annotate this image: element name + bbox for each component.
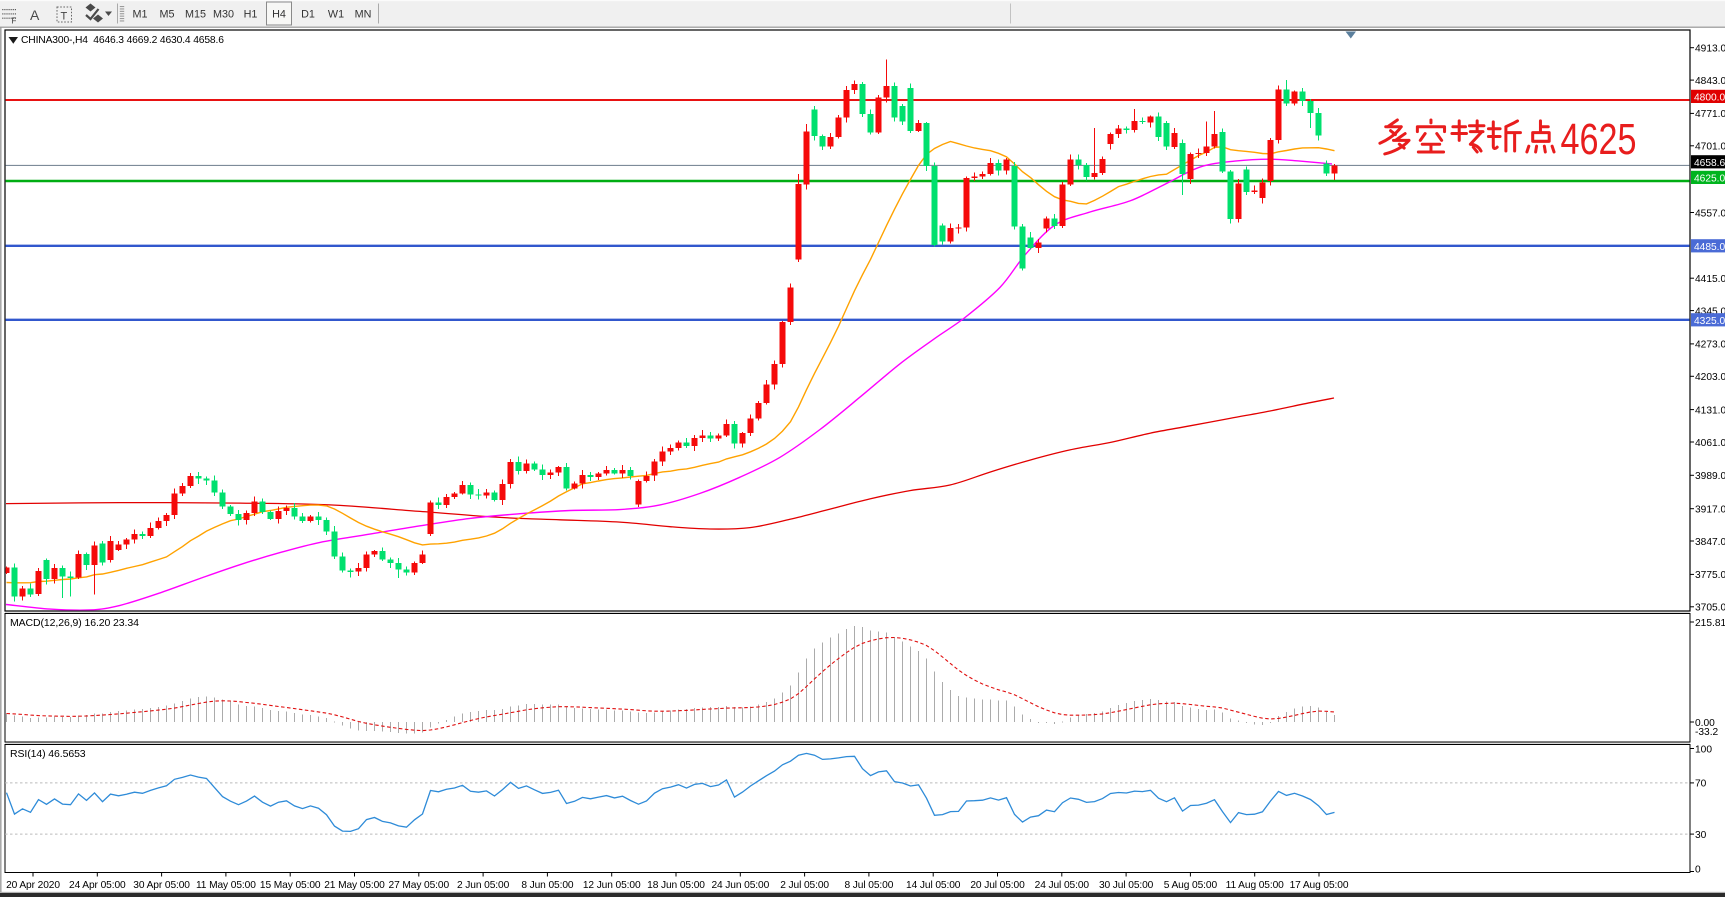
svg-text:H1: H1 <box>244 9 258 21</box>
svg-text:4485.0: 4485.0 <box>1694 242 1725 253</box>
svg-text:4061.0: 4061.0 <box>1695 438 1725 449</box>
svg-text:MN: MN <box>355 9 372 21</box>
svg-text:A: A <box>30 7 40 23</box>
svg-text:5 Aug 05:00: 5 Aug 05:00 <box>1164 880 1218 891</box>
svg-text:4625: 4625 <box>1561 115 1637 164</box>
svg-text:0: 0 <box>1695 865 1701 876</box>
svg-text:D1: D1 <box>301 9 315 21</box>
svg-text:70: 70 <box>1695 779 1707 790</box>
svg-text:M1: M1 <box>133 9 148 21</box>
svg-text:100: 100 <box>1695 744 1712 755</box>
svg-text:215.81: 215.81 <box>1695 618 1725 629</box>
svg-text:20 Jul 05:00: 20 Jul 05:00 <box>970 880 1025 891</box>
svg-text:4843.0: 4843.0 <box>1695 76 1725 87</box>
svg-text:3989.0: 3989.0 <box>1695 471 1725 482</box>
svg-text:4800.0: 4800.0 <box>1694 92 1725 103</box>
svg-text:24 Jul 05:00: 24 Jul 05:00 <box>1035 880 1090 891</box>
svg-text:T: T <box>61 11 68 23</box>
svg-text:M30: M30 <box>213 9 234 21</box>
svg-text:17 Aug 05:00: 17 Aug 05:00 <box>1290 880 1349 891</box>
svg-text:18 Jun 05:00: 18 Jun 05:00 <box>647 880 705 891</box>
svg-text:2 Jul 05:00: 2 Jul 05:00 <box>780 880 829 891</box>
svg-text:4203.0: 4203.0 <box>1695 372 1725 383</box>
svg-text:M5: M5 <box>160 9 175 21</box>
svg-text:15 May 05:00: 15 May 05:00 <box>260 880 321 891</box>
svg-text:0.00: 0.00 <box>1695 718 1715 729</box>
svg-text:3847.0: 3847.0 <box>1695 537 1725 548</box>
svg-text:CHINA300-,H4 4646.3 4669.2 46: CHINA300-,H4 4646.3 4669.2 4630.4 4658.6 <box>21 35 224 46</box>
svg-text:30 Jul 05:00: 30 Jul 05:00 <box>1099 880 1154 891</box>
svg-text:3705.0: 3705.0 <box>1695 603 1725 614</box>
svg-text:11 Aug 05:00: 11 Aug 05:00 <box>1226 880 1285 891</box>
svg-text:-33.2: -33.2 <box>1695 727 1719 738</box>
svg-text:3775.0: 3775.0 <box>1695 570 1725 581</box>
svg-text:F: F <box>12 17 17 26</box>
svg-text:30 Apr 05:00: 30 Apr 05:00 <box>133 880 190 891</box>
svg-text:H4: H4 <box>272 9 286 21</box>
svg-text:4325.0: 4325.0 <box>1694 316 1725 327</box>
svg-text:4625.0: 4625.0 <box>1694 173 1725 184</box>
svg-text:12 Jun 05:00: 12 Jun 05:00 <box>583 880 641 891</box>
svg-text:24 Apr 05:00: 24 Apr 05:00 <box>69 880 126 891</box>
svg-text:MACD(12,26,9) 16.20 23.34: MACD(12,26,9) 16.20 23.34 <box>10 617 139 629</box>
svg-text:20 Apr 2020: 20 Apr 2020 <box>6 880 60 891</box>
svg-text:4658.6: 4658.6 <box>1694 158 1725 169</box>
svg-text:11 May 05:00: 11 May 05:00 <box>196 880 256 891</box>
svg-text:M15: M15 <box>185 9 206 21</box>
svg-text:W1: W1 <box>328 9 344 21</box>
svg-text:4557.0: 4557.0 <box>1695 208 1725 219</box>
svg-text:4913.0: 4913.0 <box>1695 44 1725 55</box>
svg-text:4345.0: 4345.0 <box>1695 306 1725 317</box>
svg-text:2 Jun 05:00: 2 Jun 05:00 <box>457 880 510 891</box>
svg-text:30: 30 <box>1695 830 1707 841</box>
svg-text:8 Jun 05:00: 8 Jun 05:00 <box>521 880 574 891</box>
svg-text:24 Jun 05:00: 24 Jun 05:00 <box>711 880 769 891</box>
svg-text:3917.0: 3917.0 <box>1695 505 1725 516</box>
svg-text:4273.0: 4273.0 <box>1695 340 1725 351</box>
svg-text:4415.0: 4415.0 <box>1695 274 1725 285</box>
svg-text:4701.0: 4701.0 <box>1695 142 1725 153</box>
svg-text:4131.0: 4131.0 <box>1695 405 1725 416</box>
svg-text:21 May 05:00: 21 May 05:00 <box>324 880 385 891</box>
svg-text:27 May 05:00: 27 May 05:00 <box>389 880 450 891</box>
svg-text:4771.0: 4771.0 <box>1695 109 1725 120</box>
svg-text:14 Jul 05:00: 14 Jul 05:00 <box>906 880 961 891</box>
svg-text:8 Jul 05:00: 8 Jul 05:00 <box>845 880 894 891</box>
svg-text:RSI(14) 46.5653: RSI(14) 46.5653 <box>10 748 86 760</box>
